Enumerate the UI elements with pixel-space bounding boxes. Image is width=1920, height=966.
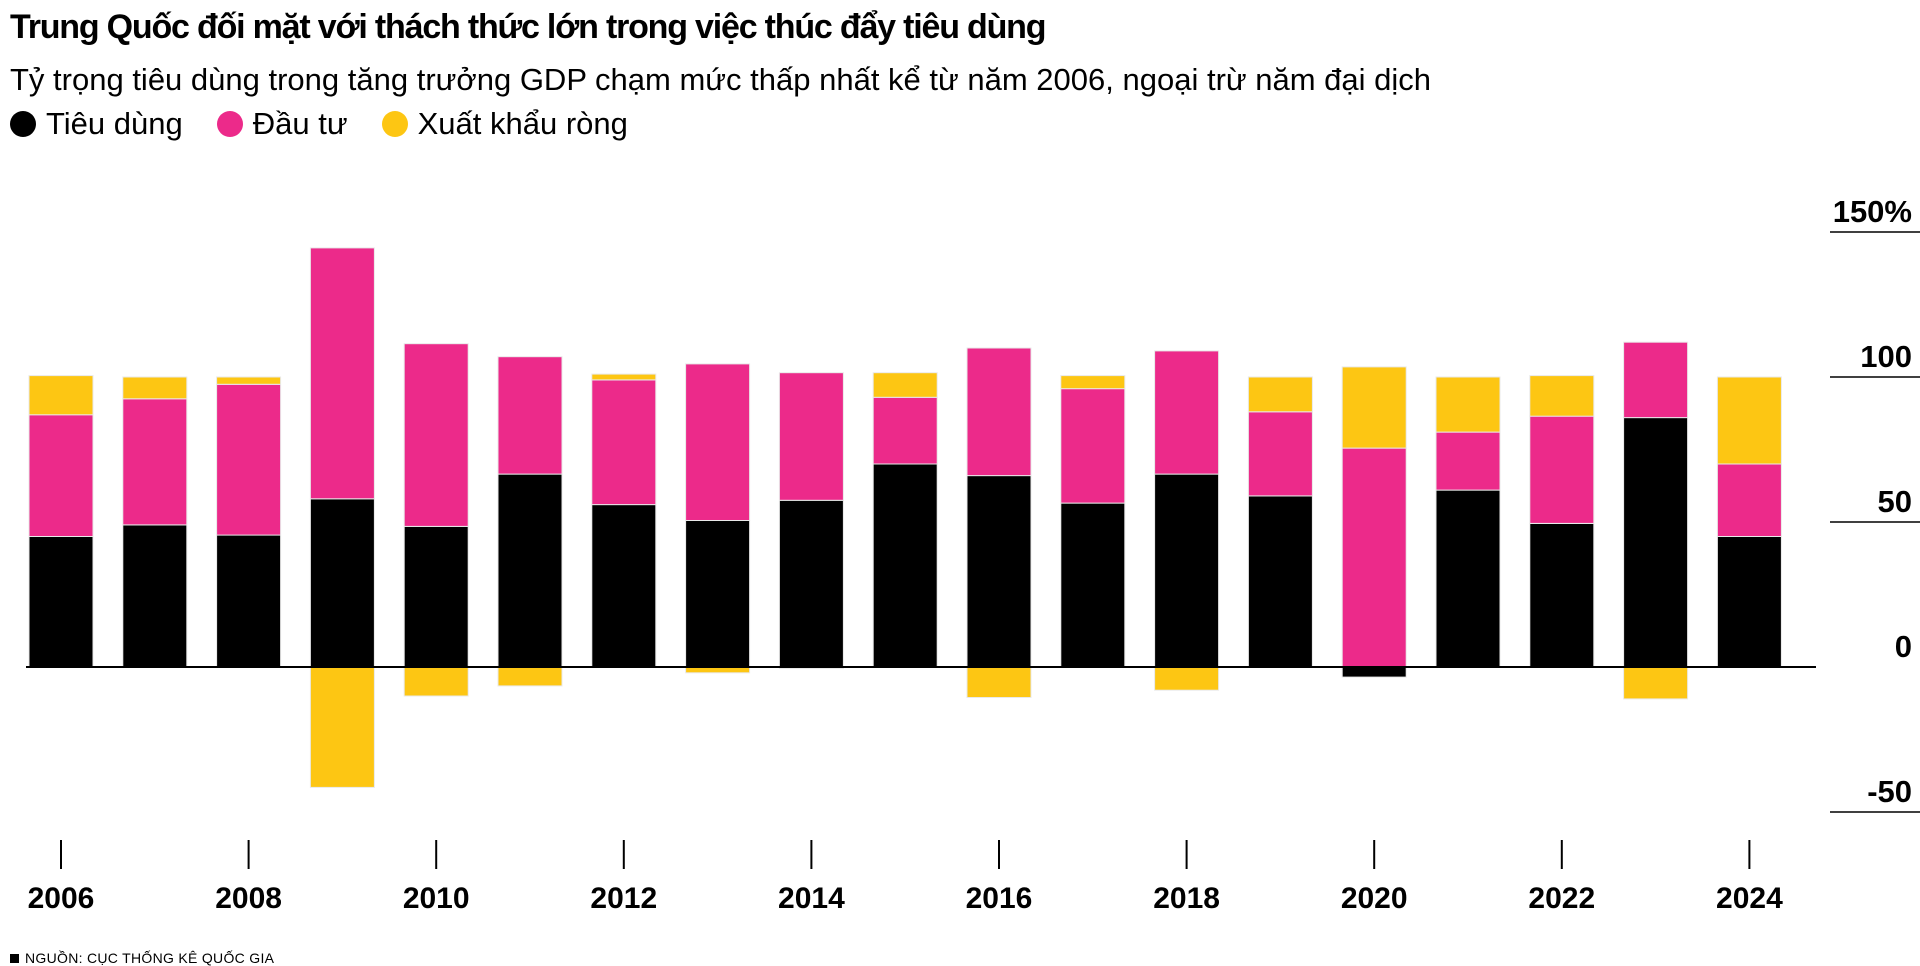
- x-tick-label: 2018: [1153, 882, 1220, 915]
- bar-segment-2009-tiêu-dùng: [309, 498, 375, 668]
- x-tick-label: 2022: [1528, 882, 1595, 915]
- x-tick-label: 2006: [28, 882, 95, 915]
- legend-item-net-exports: Xuất khẩu ròng: [381, 106, 628, 142]
- bar-segment-2021-đầu-tư: [1435, 431, 1501, 491]
- bar-segment-2022-xuất-khẩu-ròng: [1529, 375, 1595, 417]
- bar-segment-2013-đầu-tư: [685, 363, 751, 521]
- x-tick-label: 2020: [1341, 882, 1408, 915]
- legend-swatch-net-exports: [381, 111, 408, 137]
- bar-segment-2015-tiêu-dùng: [872, 463, 938, 668]
- bar-segment-2023-tiêu-dùng: [1623, 417, 1689, 668]
- x-tick-label: 2012: [590, 882, 657, 915]
- bar-segment-2008-đầu-tư: [216, 383, 282, 536]
- bar-segment-2009-đầu-tư: [309, 247, 375, 500]
- x-tick-label: 2010: [403, 882, 470, 915]
- bar-segment-2021-tiêu-dùng: [1435, 489, 1501, 668]
- bar-segment-2010-xuất-khẩu-ròng: [403, 666, 469, 697]
- bar-segment-2020-xuất-khẩu-ròng: [1341, 366, 1407, 449]
- chart-title: Trung Quốc đối mặt với thách thức lớn tr…: [10, 8, 1046, 46]
- bar-segment-2018-tiêu-dùng: [1154, 473, 1220, 668]
- bar-segment-2021-xuất-khẩu-ròng: [1435, 376, 1501, 433]
- legend-label-net-exports: Xuất khẩu ròng: [417, 106, 628, 141]
- y-tick-label: -50: [1867, 774, 1912, 809]
- bar-segment-2008-tiêu-dùng: [216, 534, 282, 668]
- y-tick-label: 0: [1895, 629, 1912, 664]
- bar-segment-2022-đầu-tư: [1529, 415, 1595, 524]
- bar-segment-2014-đầu-tư: [778, 372, 844, 501]
- y-tick-label: 150%: [1833, 194, 1912, 229]
- bar-segment-2015-đầu-tư: [872, 396, 938, 465]
- bars: [28, 247, 1782, 788]
- bar-segment-2017-xuất-khẩu-ròng: [1060, 375, 1126, 390]
- bar-segment-2022-tiêu-dùng: [1529, 523, 1595, 668]
- bar-segment-2010-đầu-tư: [403, 343, 469, 527]
- legend-label-consumption: Tiêu dùng: [46, 106, 183, 141]
- legend-item-consumption: Tiêu dùng: [10, 106, 183, 142]
- bar-segment-2018-đầu-tư: [1154, 350, 1220, 475]
- bar-segment-2010-tiêu-dùng: [403, 525, 469, 668]
- bar-segment-2016-tiêu-dùng: [966, 475, 1032, 668]
- x-tick-label: 2016: [966, 882, 1033, 915]
- bar-segment-2006-xuất-khẩu-ròng: [28, 375, 94, 416]
- bar-segment-2012-tiêu-dùng: [591, 504, 657, 668]
- x-tick-label: 2014: [778, 882, 845, 915]
- bar-segment-2018-xuất-khẩu-ròng: [1154, 666, 1220, 691]
- bar-segment-2007-đầu-tư: [122, 398, 188, 526]
- bar-segment-2006-tiêu-dùng: [28, 536, 94, 668]
- bar-segment-2024-đầu-tư: [1716, 463, 1782, 537]
- bar-segment-2016-xuất-khẩu-ròng: [966, 666, 1032, 698]
- bar-segment-2006-đầu-tư: [28, 414, 94, 538]
- bar-segment-2009-xuất-khẩu-ròng: [309, 666, 375, 788]
- bar-segment-2007-tiêu-dùng: [122, 524, 188, 668]
- bar-segment-2024-tiêu-dùng: [1716, 536, 1782, 668]
- bar-segment-2011-tiêu-dùng: [497, 473, 563, 668]
- bar-segment-2013-tiêu-dùng: [685, 520, 751, 668]
- x-tick-label: 2008: [215, 882, 282, 915]
- bar-segment-2020-tiêu-dùng: [1341, 666, 1407, 678]
- bar-segment-2019-xuất-khẩu-ròng: [1247, 376, 1313, 413]
- legend-swatch-consumption: [10, 111, 36, 137]
- y-tick-label: 100: [1860, 339, 1912, 374]
- bar-segment-2016-đầu-tư: [966, 347, 1032, 477]
- x-axis: 2006 2008 2010 2012 2014 2016 2018 2020 2022 2024: [28, 840, 1783, 915]
- bar-segment-2007-xuất-khẩu-ròng: [122, 376, 188, 400]
- bar-segment-2011-xuất-khẩu-ròng: [497, 666, 563, 687]
- bar-segment-2017-đầu-tư: [1060, 388, 1126, 504]
- legend-swatch-investment: [216, 111, 243, 137]
- bar-segment-2017-tiêu-dùng: [1060, 502, 1126, 668]
- chart-subtitle: Tỷ trọng tiêu dùng trong tăng trưởng GDP…: [10, 62, 1432, 97]
- bar-segment-2019-tiêu-dùng: [1247, 495, 1313, 668]
- bar-segment-2024-xuất-khẩu-ròng: [1716, 376, 1782, 465]
- bar-segment-2011-đầu-tư: [497, 356, 563, 475]
- y-axis: 150% 100 50 0 -50: [1833, 194, 1912, 809]
- bar-segment-2023-đầu-tư: [1623, 341, 1689, 419]
- gridlines: [1830, 231, 1920, 813]
- bar-segment-2019-đầu-tư: [1247, 411, 1313, 497]
- bar-segment-2008-xuất-khẩu-ròng: [216, 376, 282, 385]
- legend-item-investment: Đầu tư: [216, 106, 348, 142]
- legend: Tiêu dùng Đầu tư Xuất khẩu ròng: [10, 106, 628, 142]
- bar-segment-2012-xuất-khẩu-ròng: [591, 373, 657, 381]
- bar-segment-2020-đầu-tư: [1341, 447, 1407, 668]
- bar-segment-2015-xuất-khẩu-ròng: [872, 372, 938, 398]
- legend-label-investment: Đầu tư: [252, 106, 348, 141]
- source-square-icon: [10, 953, 19, 963]
- source-note: NGUỒN: CỤC THỐNG KÊ QUỐC GIA: [10, 950, 274, 966]
- source-text: NGUỒN: CỤC THỐNG KÊ QUỐC GIA: [25, 950, 275, 966]
- x-tick-label: 2024: [1716, 882, 1783, 915]
- bar-segment-2012-đầu-tư: [591, 379, 657, 506]
- y-tick-label: 50: [1878, 484, 1912, 519]
- bar-segment-2014-tiêu-dùng: [778, 499, 844, 668]
- bar-segment-2023-xuất-khẩu-ròng: [1623, 666, 1689, 700]
